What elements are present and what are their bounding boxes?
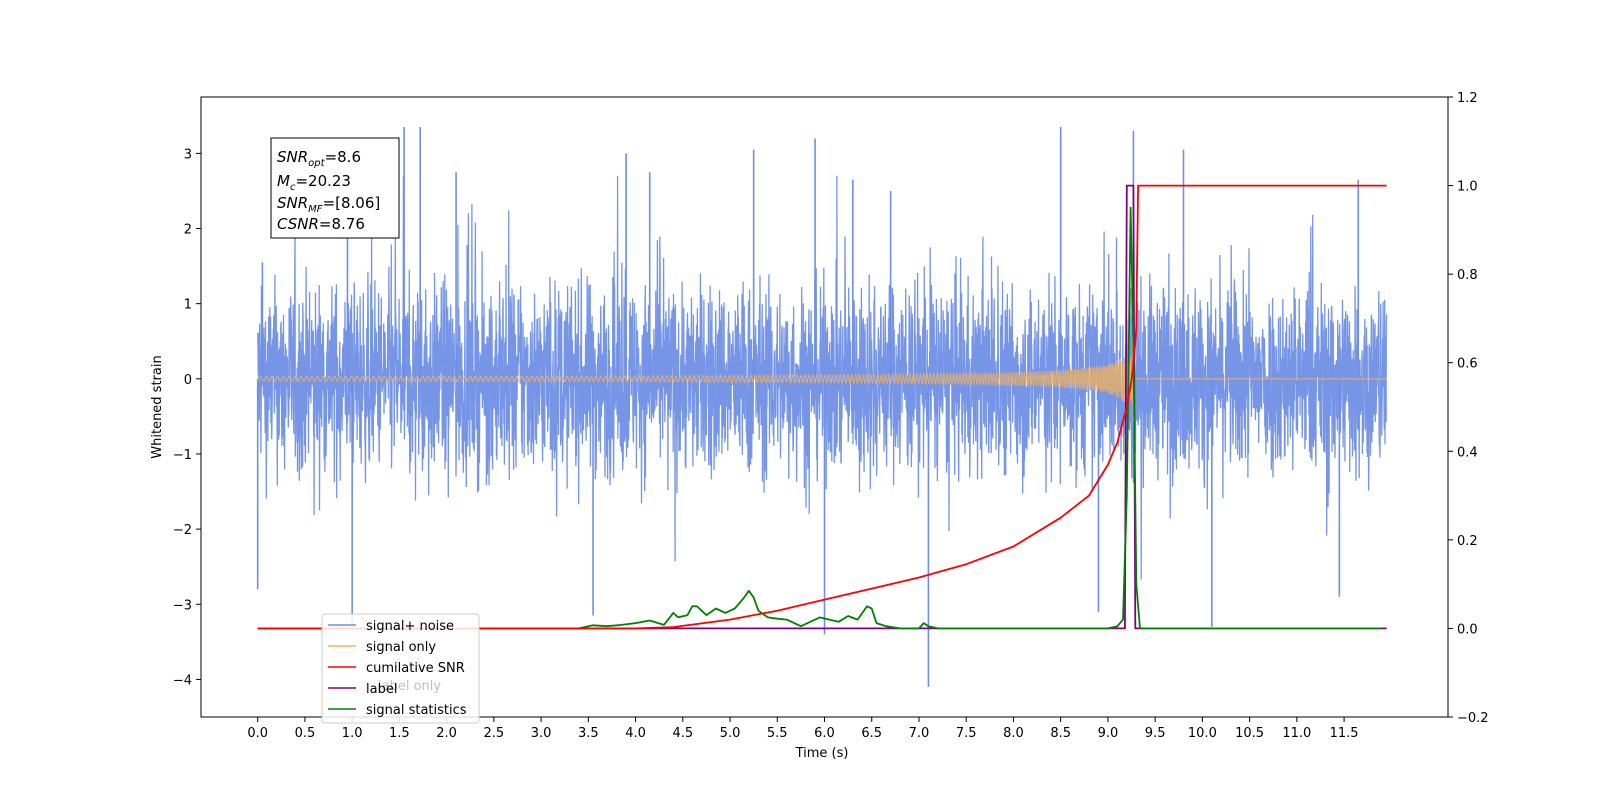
- series-label: [257, 184, 1387, 630]
- legend-label-signal-noise: signal+ noise: [366, 619, 454, 634]
- series-signal-statistics: [257, 206, 1382, 630]
- info-snr-mf: SNRMF=[8.06]: [277, 194, 380, 215]
- y-left-tick-label: 2: [184, 223, 192, 238]
- info-box-frame: [270, 137, 400, 239]
- x-tick-label: 3.0: [531, 726, 552, 741]
- x-tick-label: 3.5: [578, 726, 599, 741]
- x-tick-label: 11.0: [1282, 726, 1311, 741]
- y-left-tick-label: 0: [184, 373, 192, 388]
- y-left-tick-label: −2: [173, 523, 192, 538]
- info-box: SNRopt=8.6 Mc=20.23 SNRMF=[8.06] CSNR=8.…: [270, 137, 400, 239]
- x-tick-label: 8.0: [1003, 726, 1024, 741]
- info-snr-mf-value: [8.06]: [335, 194, 380, 212]
- x-tick-label: 2.5: [484, 726, 505, 741]
- legend-label-signal-only: signal only: [366, 640, 436, 655]
- x-tick-label: 4.5: [672, 726, 693, 741]
- x-tick-label: 5.0: [720, 726, 741, 741]
- x-tick-label: 6.5: [861, 726, 882, 741]
- y-right-tick-label: −0.2: [1457, 711, 1489, 726]
- x-tick-label: 1.5: [389, 726, 410, 741]
- x-tick-label: 7.5: [956, 726, 977, 741]
- x-tick-label: 2.0: [436, 726, 457, 741]
- x-tick-label: 9.0: [1098, 726, 1119, 741]
- x-axis: 0.0 0.5 1.0 1.5 2.0 2.5 3.0 3.5 4.0 4.5 5.0 5.5 6.0 6…: [247, 717, 1359, 741]
- series-layer: [256, 127, 1388, 687]
- x-tick-label: 0.0: [247, 726, 268, 741]
- series-signal-only: [257, 337, 1387, 423]
- y-axis-right: −0.2 0.0 0.2 0.4 0.6 0.8 1.0 1.2: [1448, 91, 1489, 726]
- y-right-tick-label: 0.2: [1457, 534, 1478, 549]
- legend-label-cumulative-snr: cumilative SNR: [366, 661, 465, 676]
- y-right-tick-label: 0.0: [1457, 622, 1478, 637]
- x-tick-label: 7.0: [909, 726, 930, 741]
- x-tick-label: 0.5: [295, 726, 316, 741]
- legend-label-signal-statistics: signal statistics: [366, 703, 467, 718]
- y-right-tick-label: 1.0: [1457, 180, 1478, 195]
- x-axis-label: Time (s): [795, 746, 849, 761]
- y-left-tick-label: −1: [173, 448, 192, 463]
- y-left-tick-label: −3: [173, 598, 192, 613]
- x-tick-label: 4.0: [625, 726, 646, 741]
- x-tick-label: 11.5: [1330, 726, 1359, 741]
- series-cumulative-snr: [257, 184, 1387, 630]
- x-tick-label: 8.5: [1050, 726, 1071, 741]
- x-tick-label: 1.0: [342, 726, 363, 741]
- x-tick-label: 10.5: [1235, 726, 1264, 741]
- x-tick-label: 10.0: [1188, 726, 1217, 741]
- series-signal-noise: [257, 175, 1388, 580]
- legend: label only signal+ noise signal only cum…: [321, 613, 480, 724]
- x-tick-label: 6.0: [814, 726, 835, 741]
- y-right-tick-label: 0.4: [1457, 445, 1478, 460]
- info-snr-opt: SNRopt=8.6: [277, 148, 361, 169]
- y-left-tick-label: 1: [184, 298, 192, 313]
- legend-label-label: label: [366, 682, 397, 697]
- legend-hidden-text: label only: [378, 679, 441, 694]
- y-left-tick-label: 3: [184, 147, 192, 162]
- y-axis-left: −4 −3 −2 −1 0 1 2 3: [173, 147, 201, 688]
- info-mc: Mc=20.23: [277, 172, 351, 193]
- y-left-tick-label: −4: [173, 673, 192, 688]
- y-right-tick-label: 0.8: [1457, 268, 1478, 283]
- info-mc-value: 20.23: [308, 172, 351, 190]
- y-right-tick-label: 1.2: [1457, 91, 1478, 106]
- info-csnr-value: 8.76: [332, 215, 365, 233]
- y-right-tick-label: 0.6: [1457, 357, 1478, 372]
- legend-frame: [321, 613, 480, 724]
- info-csnr: CSNR=8.76: [277, 215, 365, 233]
- x-tick-label: 5.5: [767, 726, 788, 741]
- info-snr-opt-value: 8.6: [337, 148, 361, 166]
- y-axis-label: Whitened strain: [150, 355, 165, 458]
- x-tick-label: 9.5: [1145, 726, 1166, 741]
